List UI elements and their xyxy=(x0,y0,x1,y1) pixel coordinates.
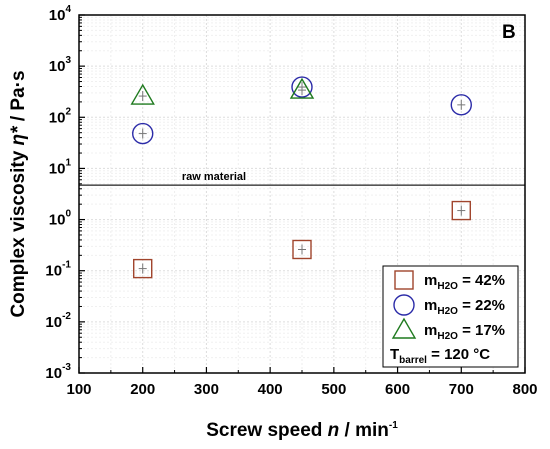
x-tick-label: 700 xyxy=(449,381,474,398)
x-tick-label: 800 xyxy=(512,381,537,398)
x-tick-label: 600 xyxy=(385,381,410,398)
legend-entry-2-sub: H2O xyxy=(437,331,458,342)
reference-line-group: raw material xyxy=(79,171,525,186)
data-point-square xyxy=(451,200,471,221)
legend-box xyxy=(382,265,519,368)
y-axis-title-variable: η* xyxy=(8,125,29,146)
data-point-circle xyxy=(291,76,313,98)
axis-ticks: 100 200 300 400 500 600 700 8001041031021011001… xyxy=(45,4,537,398)
legend-entry-2: mH2O = 17% xyxy=(424,322,505,342)
legend-marker-triangle xyxy=(391,317,417,339)
legend-entry-0-main: m xyxy=(424,272,437,289)
y-axis-title-prefix: Complex viscosity xyxy=(8,145,29,317)
x-axis-title-unit-exponent: -1 xyxy=(389,420,398,431)
y-tick-label-exponent: -3 xyxy=(62,362,71,373)
y-tick-label: 10-3 xyxy=(45,362,71,382)
y-tick-label-base: 10 xyxy=(45,365,62,382)
legend-entry-2-rest: = 17% xyxy=(458,322,505,339)
legend-markers xyxy=(391,270,417,339)
y-tick-label-base: 10 xyxy=(45,314,62,331)
y-tick-label-exponent: 3 xyxy=(65,55,71,66)
y-tick-label-base: 10 xyxy=(49,58,66,75)
x-axis-title-variable: n xyxy=(328,420,340,441)
data-point-circle xyxy=(450,94,472,116)
x-axis-title-unit: / min xyxy=(339,420,389,441)
legend-entry-0-rest: = 42% xyxy=(458,272,505,289)
x-axis-title-prefix: Screw speed xyxy=(206,420,327,441)
legend-entry-2-main: m xyxy=(424,322,437,339)
y-tick-label-base: 10 xyxy=(49,109,66,126)
x-tick-label: 400 xyxy=(258,381,283,398)
y-tick-label: 102 xyxy=(49,106,72,126)
legend-entry-1-sub: H2O xyxy=(437,306,458,317)
y-tick-label-base: 10 xyxy=(49,212,66,229)
y-tick-label-exponent: 1 xyxy=(65,157,71,168)
y-tick-label-base: 10 xyxy=(49,160,66,177)
legend-barrel-rest: = 120 °C xyxy=(427,346,490,363)
x-tick-label: 200 xyxy=(130,381,155,398)
legend-marker-square xyxy=(394,270,414,290)
panel-label: B xyxy=(502,22,516,43)
legend-entry-1: mH2O = 22% xyxy=(424,297,505,317)
legend: mH2O = 42% mH2O = 22% mH2O = 17% Tbarrel… xyxy=(382,265,519,368)
y-tick-label-exponent: 2 xyxy=(65,106,71,117)
reference-line-label: raw material xyxy=(182,171,246,183)
legend-entry-1-rest: = 22% xyxy=(458,297,505,314)
data-points xyxy=(130,76,472,279)
data-point-circle xyxy=(132,122,154,145)
y-tick-label: 103 xyxy=(49,55,72,75)
y-tick-label: 10-1 xyxy=(45,260,71,280)
y-tick-label: 104 xyxy=(49,4,72,24)
y-tick-label: 10-2 xyxy=(45,311,71,331)
x-tick-label: 100 xyxy=(66,381,91,398)
legend-barrel-temperature: Tbarrel = 120 °C xyxy=(390,346,490,366)
y-tick-label-base: 10 xyxy=(49,7,66,24)
y-tick-label-exponent: -1 xyxy=(62,260,71,271)
legend-marker-circle xyxy=(393,294,415,316)
y-tick-label-base: 10 xyxy=(45,263,62,280)
y-tick-label-exponent: 4 xyxy=(65,4,71,15)
y-tick-label: 100 xyxy=(49,209,72,229)
y-axis-title: Complex viscosity η* / Pa·s xyxy=(8,70,29,317)
legend-entry-1-main: m xyxy=(424,297,437,314)
x-tick-label: 500 xyxy=(321,381,346,398)
legend-barrel-sub: barrel xyxy=(399,355,427,366)
legend-entry-0-sub: H2O xyxy=(437,281,458,292)
legend-barrel-main: T xyxy=(390,346,399,363)
x-tick-label: 300 xyxy=(194,381,219,398)
data-point-square xyxy=(133,258,153,279)
y-tick-label-exponent: -2 xyxy=(62,311,71,322)
y-tick-label-exponent: 0 xyxy=(65,209,71,220)
y-tick-label: 101 xyxy=(49,157,72,177)
data-point-square xyxy=(292,239,312,260)
data-point-triangle xyxy=(289,77,315,99)
data-point-triangle xyxy=(130,83,155,105)
x-axis-title: Screw speed n / min-1 xyxy=(206,420,398,441)
legend-entry-0: mH2O = 42% xyxy=(424,272,505,292)
y-axis-title-unit: / Pa·s xyxy=(8,70,29,126)
